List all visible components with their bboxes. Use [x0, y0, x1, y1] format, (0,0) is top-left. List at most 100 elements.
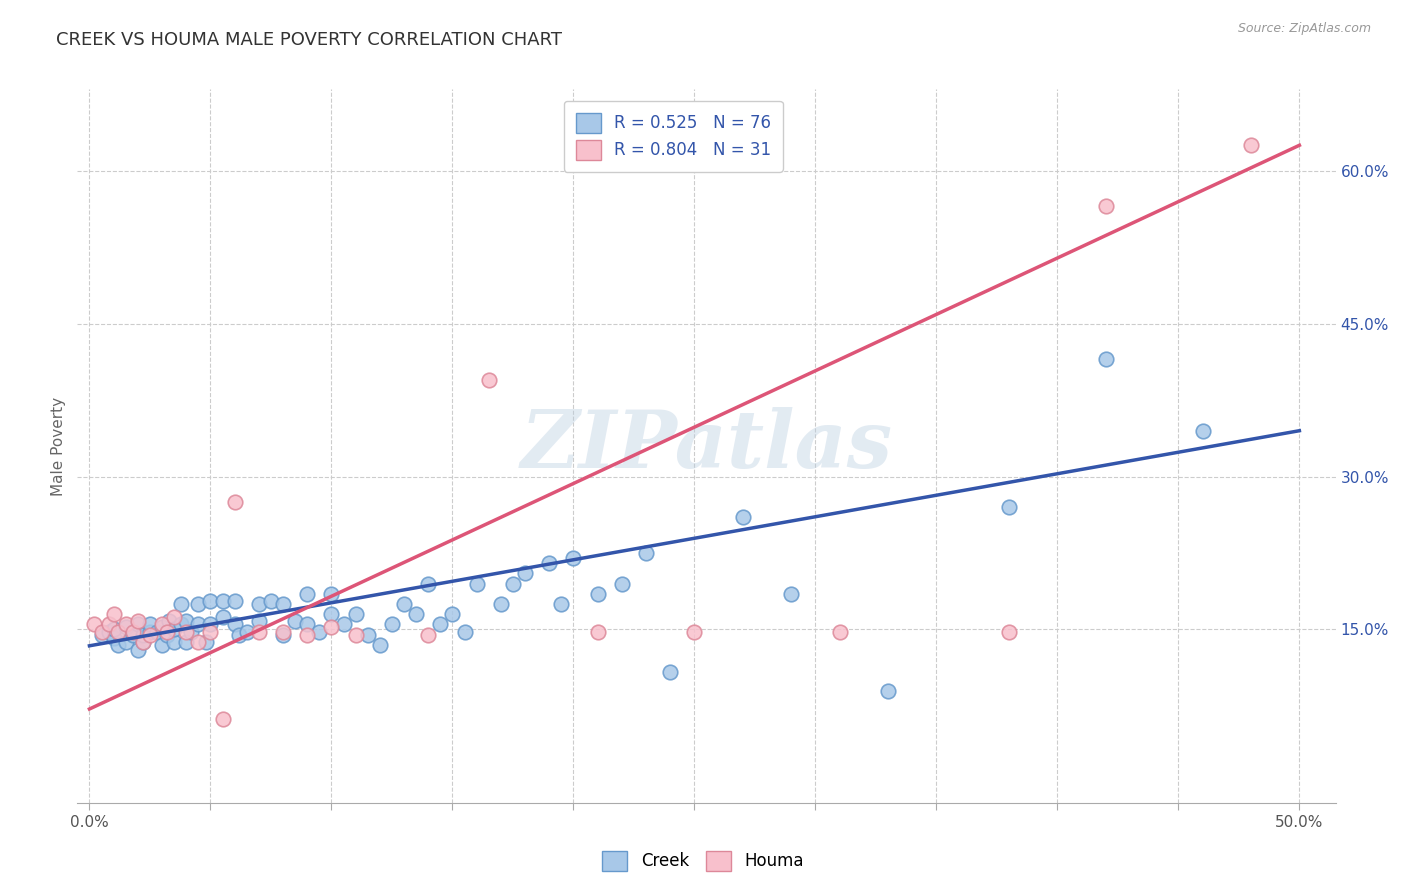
Point	[211, 610, 233, 624]
Point	[156, 627, 179, 641]
Point	[381, 617, 404, 632]
Point	[877, 683, 900, 698]
Text: Source: ZipAtlas.com: Source: ZipAtlas.com	[1237, 22, 1371, 36]
Point	[271, 627, 294, 641]
Point	[224, 594, 246, 608]
Point	[228, 627, 250, 641]
Point	[284, 615, 307, 629]
Point	[297, 587, 319, 601]
Point	[297, 617, 319, 632]
Point	[211, 712, 233, 726]
Point	[97, 624, 120, 639]
Text: ZIPatlas: ZIPatlas	[520, 408, 893, 484]
Y-axis label: Male Poverty: Male Poverty	[51, 396, 66, 496]
Point	[150, 617, 173, 632]
Point	[156, 624, 179, 639]
Point	[429, 617, 451, 632]
Text: CREEK VS HOUMA MALE POVERTY CORRELATION CHART: CREEK VS HOUMA MALE POVERTY CORRELATION …	[56, 31, 562, 49]
Point	[489, 597, 512, 611]
Point	[562, 551, 585, 566]
Point	[194, 634, 217, 648]
Point	[224, 617, 246, 632]
Point	[163, 634, 186, 648]
Point	[610, 576, 633, 591]
Point	[107, 638, 129, 652]
Point	[1191, 424, 1213, 438]
Point	[131, 627, 153, 641]
Point	[90, 624, 112, 639]
Point	[127, 643, 149, 657]
Point	[107, 624, 129, 639]
Point	[170, 617, 193, 632]
Point	[368, 638, 391, 652]
Point	[174, 624, 197, 639]
Point	[139, 624, 162, 639]
Point	[122, 624, 145, 639]
Point	[392, 597, 415, 611]
Point	[550, 597, 572, 611]
Point	[271, 597, 294, 611]
Point	[131, 634, 153, 648]
Point	[187, 617, 209, 632]
Point	[150, 620, 173, 634]
Point	[441, 607, 464, 622]
Point	[139, 617, 162, 632]
Point	[200, 594, 222, 608]
Point	[103, 631, 125, 645]
Point	[247, 615, 270, 629]
Point	[247, 624, 270, 639]
Point	[357, 627, 380, 641]
Point	[187, 634, 209, 648]
Point	[1094, 199, 1116, 213]
Point	[103, 607, 125, 622]
Point	[247, 597, 270, 611]
Point	[418, 627, 440, 641]
Point	[114, 620, 136, 634]
Point	[538, 556, 561, 570]
Point	[174, 615, 197, 629]
Point	[998, 500, 1021, 515]
Point	[187, 597, 209, 611]
Point	[235, 624, 257, 639]
Point	[174, 634, 197, 648]
Point	[260, 594, 283, 608]
Point	[332, 617, 354, 632]
Point	[211, 594, 233, 608]
Point	[131, 634, 153, 648]
Point	[180, 624, 202, 639]
Point	[780, 587, 803, 601]
Legend: R = 0.525   N = 76, R = 0.804   N = 31: R = 0.525 N = 76, R = 0.804 N = 31	[564, 101, 783, 172]
Point	[200, 617, 222, 632]
Point	[150, 638, 173, 652]
Legend: Creek, Houma: Creek, Houma	[595, 842, 811, 880]
Point	[586, 624, 609, 639]
Point	[502, 576, 524, 591]
Point	[634, 546, 657, 560]
Point	[453, 624, 475, 639]
Point	[271, 624, 294, 639]
Point	[683, 624, 706, 639]
Point	[344, 607, 367, 622]
Point	[659, 665, 682, 680]
Point	[163, 610, 186, 624]
Point	[122, 627, 145, 641]
Point	[83, 617, 105, 632]
Point	[163, 623, 186, 637]
Point	[127, 617, 149, 632]
Point	[97, 617, 120, 632]
Point	[1094, 352, 1116, 367]
Point	[321, 620, 343, 634]
Point	[157, 615, 180, 629]
Point	[418, 576, 440, 591]
Point	[146, 624, 169, 639]
Point	[344, 627, 367, 641]
Point	[513, 566, 536, 581]
Point	[465, 576, 488, 591]
Point	[321, 587, 343, 601]
Point	[200, 624, 222, 639]
Point	[828, 624, 851, 639]
Point	[114, 634, 136, 648]
Point	[114, 617, 136, 632]
Point	[731, 510, 754, 524]
Point	[139, 627, 162, 641]
